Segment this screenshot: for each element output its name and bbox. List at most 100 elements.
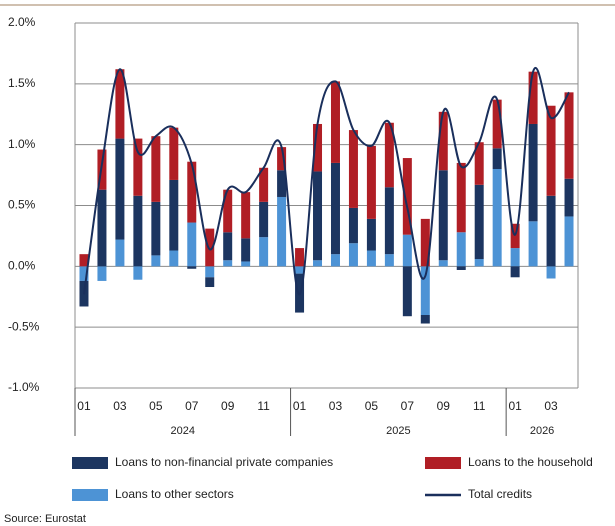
bar-segment [241, 261, 251, 267]
bar-segment [295, 248, 305, 267]
bar-segment [277, 170, 287, 197]
bar-segment [546, 105, 556, 196]
bar-segment [456, 266, 466, 270]
bar-segment [510, 223, 520, 249]
group-label: 2024 [171, 425, 195, 437]
group-label: 2026 [530, 425, 554, 437]
bar-segment [205, 277, 215, 288]
y-tick-label: -1.0% [8, 380, 40, 394]
bar-segment [564, 92, 574, 179]
source-note: Source: Eurostat [4, 513, 86, 525]
bar-segment [205, 266, 215, 278]
bar-segment [330, 81, 340, 163]
legend-label: Loans to the household [468, 455, 593, 469]
bar-segment [223, 232, 233, 261]
bar-segment [223, 260, 233, 267]
bar-segment [259, 167, 269, 202]
x-tick-label: 03 [113, 399, 127, 413]
x-tick-label: 03 [329, 399, 343, 413]
x-tick-label: 09 [221, 399, 235, 413]
bar-segment [295, 266, 305, 274]
bar-segment [546, 266, 556, 279]
bar-segment [510, 266, 520, 278]
bar-segment [546, 195, 556, 267]
x-tick-label: 07 [401, 399, 415, 413]
legend-swatch [72, 489, 108, 501]
bar-segment [348, 130, 358, 208]
x-tick-label: 11 [257, 399, 270, 413]
bar-segment [420, 218, 430, 267]
bar-segment [169, 127, 179, 180]
bar-segment [366, 250, 376, 267]
x-tick-label: 05 [149, 399, 163, 413]
total-line [82, 67, 570, 296]
bar-segment [259, 237, 269, 267]
bar-segment [564, 178, 574, 217]
bar-segment [259, 201, 269, 238]
bar-segment [564, 216, 574, 267]
legend-label: Loans to non-financial private companies [115, 455, 333, 469]
bar-segment [438, 170, 448, 261]
x-tick-label: 09 [437, 399, 451, 413]
bar-segment [402, 158, 412, 235]
bar-segment [528, 123, 538, 222]
x-tick-label: 01 [508, 399, 522, 413]
bar-segment [205, 228, 215, 267]
bar-segment [277, 147, 287, 171]
y-tick-label: 1.5% [8, 76, 36, 90]
legend-label: Loans to other sectors [115, 487, 234, 501]
group-label: 2025 [386, 425, 410, 437]
bar-segment [79, 254, 89, 267]
bar-segment [115, 239, 125, 267]
bar-segment [241, 192, 251, 239]
bar-segment [133, 266, 143, 280]
bar-segment [438, 111, 448, 171]
bar-segment [456, 162, 466, 233]
bar-segment [115, 138, 125, 240]
bar-segment [384, 122, 394, 188]
bar-segment [474, 259, 484, 267]
bar-segment [169, 179, 179, 251]
bar-segment [241, 238, 251, 262]
bar-segment [366, 218, 376, 251]
bar-segment [151, 136, 161, 202]
bar-segment [151, 255, 161, 267]
bar-segment [330, 162, 340, 255]
bar-segment [402, 234, 412, 267]
bar-segment [528, 221, 538, 267]
x-tick-label: 07 [185, 399, 199, 413]
bar-segment [528, 71, 538, 124]
bar-segment [277, 196, 287, 267]
bar-segment [151, 201, 161, 256]
bar-segment [492, 169, 502, 267]
bar-segment [169, 250, 179, 267]
bar-segment [313, 123, 323, 172]
y-tick-label: 0.0% [8, 259, 36, 273]
bar-segment [348, 243, 358, 267]
bar-segment [97, 266, 107, 281]
bar-segment [438, 260, 448, 267]
bar-segment [384, 187, 394, 255]
legend-swatch [72, 457, 108, 469]
bar-segment [187, 266, 197, 269]
y-tick-label: 0.5% [8, 198, 36, 212]
bar-segment [97, 189, 107, 267]
bar-segment [187, 161, 197, 223]
bar-segment [474, 142, 484, 185]
y-tick-label: -0.5% [8, 319, 40, 333]
bar-segment [330, 254, 340, 267]
legend-swatch [425, 457, 461, 469]
y-tick-label: 1.0% [8, 137, 36, 151]
bar-segment [474, 184, 484, 260]
bar-segment [420, 266, 430, 315]
bar-segment [384, 254, 394, 267]
bar-segment [456, 232, 466, 267]
bar-segment [313, 260, 323, 267]
bar-segment [133, 195, 143, 267]
bar-segment [420, 315, 430, 324]
bar-segment [79, 266, 89, 281]
bar-segment [492, 148, 502, 169]
bar-segment [402, 266, 412, 317]
x-tick-label: 01 [77, 399, 91, 413]
